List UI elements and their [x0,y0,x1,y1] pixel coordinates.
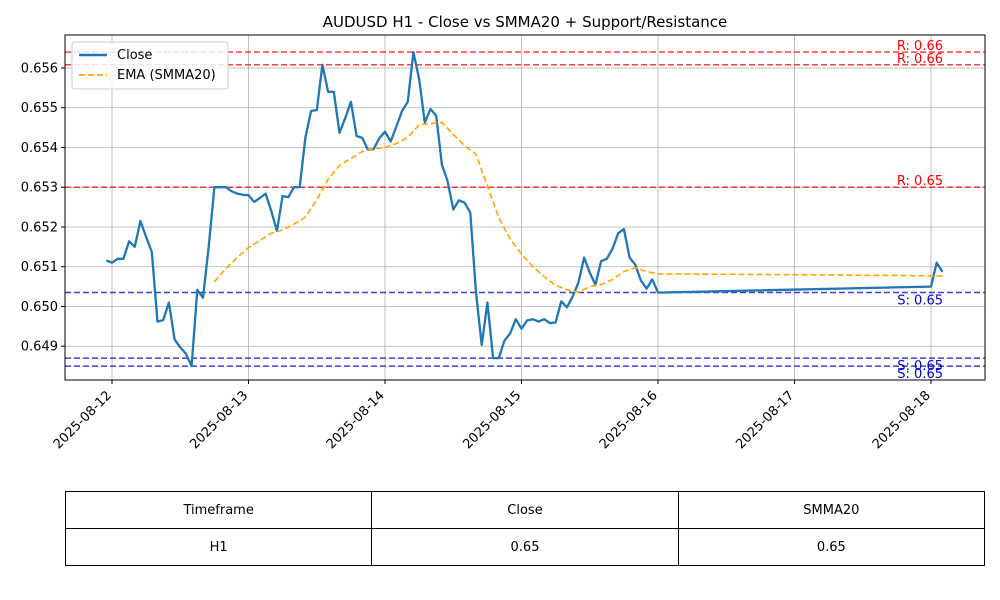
resistance-label: R: 0.65 [897,174,943,189]
support-resistance-labels: R: 0.66R: 0.66R: 0.65S: 0.65S: 0.65S: 0.… [897,39,943,382]
table-cell: 0.65 [677,528,986,566]
y-tick-label: 0.654 [21,141,58,156]
y-tick-label: 0.649 [21,340,58,355]
legend-close-label: Close [117,48,152,63]
legend-box [71,41,229,90]
y-tick-label: 0.655 [21,101,58,116]
table-header-cell: SMMA20 [677,491,986,529]
series [105,50,944,368]
resistance-label: R: 0.66 [897,39,943,54]
table-header-cell: Close [371,491,679,529]
resistance-label: R: 0.66 [897,52,943,67]
y-tick-label: 0.652 [21,220,58,235]
close-series-line [105,50,944,368]
table-header-row: Timeframe Close SMMA20 [64,491,986,529]
x-axis: 2025-08-12 2025-08-13 2025-08-14 2025-08-15… [51,380,934,452]
support-label: S: 0.65 [897,367,943,382]
plot-frame [64,34,986,381]
support-resistance-lines [65,51,985,367]
chart-title: AUDUSD H1 - Close vs SMMA20 + Support/Re… [323,13,728,31]
y-tick-label: 0.651 [21,260,58,275]
table-cell: H1 [64,528,373,566]
table-cell: 0.65 [371,528,679,566]
y-tick-label: 0.650 [21,300,58,315]
x-tick-label: 2025-08-15 [460,388,524,452]
smma20-series-line [213,121,943,293]
x-tick-label: 2025-08-12 [51,388,115,452]
legend-ema-label: EMA (SMMA20) [117,68,216,83]
x-tick-label: 2025-08-17 [733,388,797,452]
summary-table: Timeframe Close SMMA20 H1 0.65 0.65 [64,491,986,566]
legend: Close EMA (SMMA20) [71,41,229,90]
y-axis: 0.649 0.650 0.651 0.652 0.653 0.654 0.655 0.656 [21,61,65,355]
table-header-cell: Timeframe [64,491,373,529]
support-label: S: 0.65 [897,359,943,374]
x-tick-label: 2025-08-18 [870,388,934,452]
x-tick-label: 2025-08-14 [324,388,388,452]
chart: 2025-08-12 2025-08-13 2025-08-14 2025-08-15… [21,13,986,452]
table-row: H1 0.65 0.65 [64,528,986,566]
y-tick-label: 0.656 [21,61,58,76]
x-tick-label: 2025-08-16 [597,388,661,452]
x-tick-label: 2025-08-13 [187,388,251,452]
support-label: S: 0.65 [897,294,943,309]
y-tick-label: 0.653 [21,181,58,196]
